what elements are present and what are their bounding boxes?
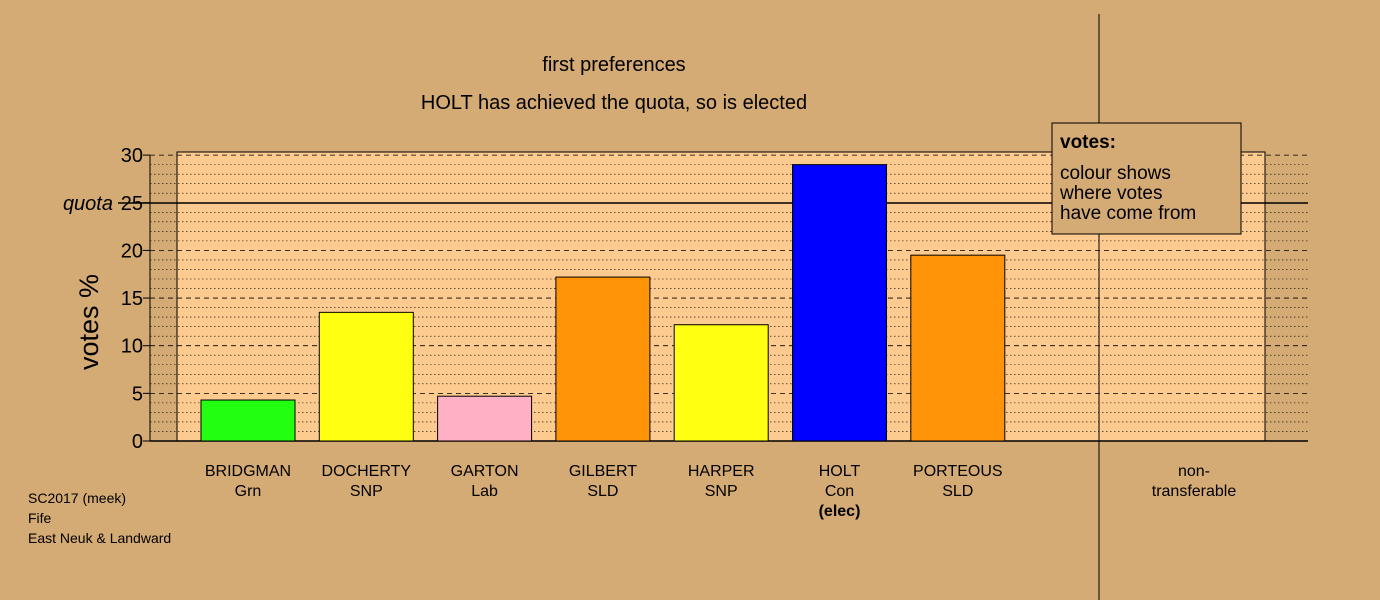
footer-line-1: SC2017 (meek) bbox=[28, 490, 126, 506]
y-tick-label: 20 bbox=[121, 240, 143, 262]
bar-gilbert bbox=[555, 276, 651, 442]
candidate-party: Lab bbox=[471, 483, 498, 500]
candidate-name: HOLT bbox=[819, 463, 861, 480]
bar-holt bbox=[792, 164, 887, 442]
legend-line-3: have come from bbox=[1060, 203, 1196, 224]
legend-line-1: colour shows bbox=[1060, 163, 1171, 184]
candidate-name: DOCHERTY bbox=[322, 463, 412, 480]
bar-porteous bbox=[910, 254, 1006, 442]
candidate-status: (elec) bbox=[819, 503, 861, 520]
bar-harper bbox=[673, 324, 769, 442]
quota-label: quota bbox=[63, 193, 113, 215]
y-tick-label: 30 bbox=[121, 145, 143, 167]
candidate-name: PORTEOUS bbox=[913, 463, 1003, 480]
candidate-party: SLD bbox=[942, 483, 973, 500]
candidate-party: SLD bbox=[587, 483, 618, 500]
footer-line-2: Fife bbox=[28, 510, 52, 526]
candidate-name: BRIDGMAN bbox=[205, 463, 291, 480]
y-tick-label: 5 bbox=[132, 383, 143, 405]
y-tick-label: 15 bbox=[121, 288, 143, 310]
candidate-party: Grn bbox=[235, 483, 262, 500]
bars bbox=[200, 164, 1006, 442]
candidate-party: Con bbox=[825, 483, 854, 500]
candidate-party: SNP bbox=[705, 483, 738, 500]
legend-line-2: where votes bbox=[1059, 183, 1162, 204]
y-axis-label: votes % bbox=[74, 274, 104, 370]
y-tick-label: 10 bbox=[121, 336, 143, 358]
y-tick-label: 0 bbox=[132, 431, 143, 453]
candidate-name: HARPER bbox=[688, 463, 755, 480]
bar-docherty bbox=[318, 311, 414, 442]
footer-line-3: East Neuk & Landward bbox=[28, 530, 171, 546]
category-labels: BRIDGMAN Grn DOCHERTY SNP GARTON Lab GILBERT SL… bbox=[205, 463, 1236, 520]
legend-frame bbox=[1051, 122, 1242, 235]
bar-garton bbox=[437, 395, 533, 442]
candidate-name: GILBERT bbox=[569, 463, 637, 480]
candidate-name: GARTON bbox=[451, 463, 519, 480]
bar-bridgman bbox=[200, 399, 296, 442]
y-axis: 0 5 10 15 20 25 30 bbox=[121, 145, 151, 453]
y-tick-label: 25 bbox=[121, 193, 143, 215]
legend-title: votes: bbox=[1060, 132, 1116, 153]
nontransferable-label-1: non- bbox=[1178, 463, 1210, 480]
chart-title: first preferences bbox=[542, 54, 685, 76]
chart-subtitle: HOLT has achieved the quota, so is elect… bbox=[421, 92, 807, 114]
nontransferable-label-2: transferable bbox=[1152, 483, 1237, 500]
legend-box: votes: colour shows where votes have com… bbox=[1051, 122, 1242, 235]
candidate-party: SNP bbox=[350, 483, 383, 500]
